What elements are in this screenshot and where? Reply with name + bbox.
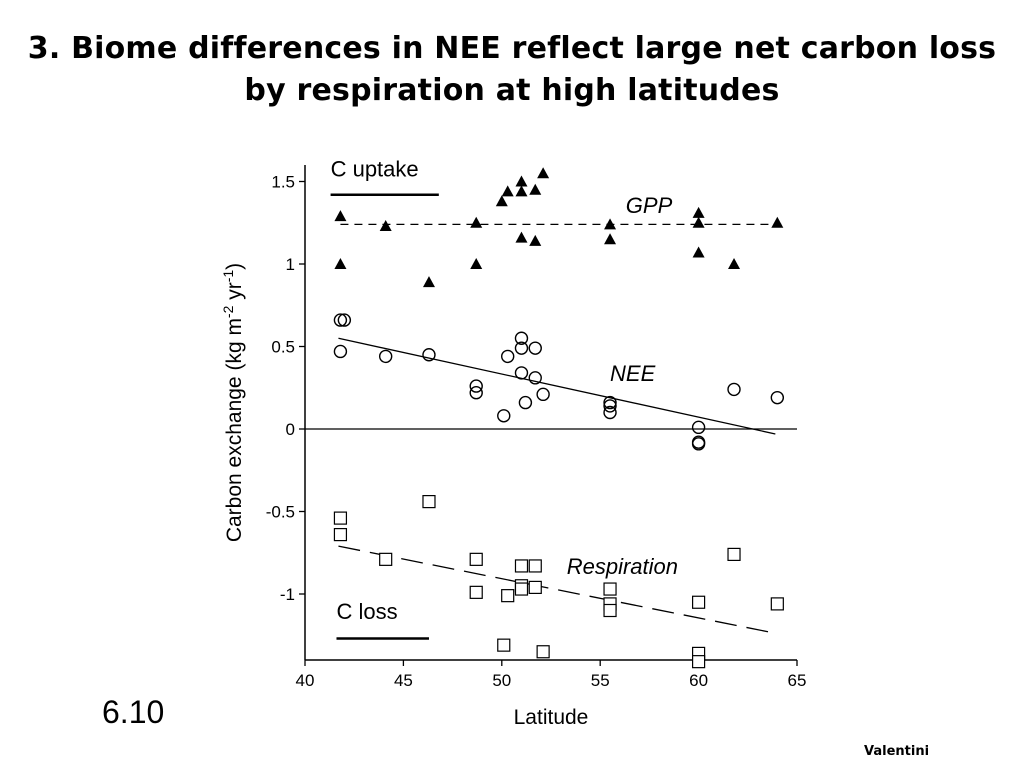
respiration-point — [469, 552, 483, 566]
nee-point — [501, 349, 515, 364]
nee-point — [497, 409, 511, 423]
nee-point — [603, 405, 617, 420]
y-tick-label: 1.5 — [271, 173, 295, 192]
gpp-point — [728, 258, 741, 269]
gpp-point — [771, 216, 784, 228]
respiration-point — [727, 547, 741, 562]
nee-point — [333, 313, 348, 327]
y-tick-label: -0.5 — [266, 503, 295, 522]
respiration-point — [501, 589, 515, 603]
respiration-point — [514, 582, 529, 596]
respiration-point — [333, 511, 348, 525]
gpp-point — [470, 216, 483, 228]
nee-point — [770, 390, 785, 405]
fit-line-nee — [338, 337, 776, 435]
respiration-point — [528, 580, 542, 595]
x-tick-label: 40 — [296, 671, 315, 690]
gpp-point — [515, 231, 528, 243]
nee-point — [514, 341, 529, 355]
respiration-point — [603, 582, 617, 596]
nee-point — [518, 395, 533, 410]
nee-point — [727, 382, 741, 397]
respiration-point — [691, 595, 706, 609]
annotation-c-uptake: C uptake — [331, 157, 419, 182]
series-label-nee: NEE — [610, 361, 656, 386]
y-axis-title-part: Carbon exchange (kg m — [223, 318, 246, 542]
nee-point — [603, 399, 617, 413]
y-axis-title-superscript: -2 — [220, 305, 236, 318]
series-label-respiration: Respiration — [567, 554, 678, 579]
y-axis-title-superscript: -1 — [220, 270, 236, 283]
y-axis-title-part: yr — [223, 282, 246, 305]
respiration-point — [536, 645, 550, 659]
respiration-point — [514, 559, 529, 573]
axes: -1 -0.5 0 0.5 1 1.5 40 45 50 55 60 65 Latitude Carbon… — [220, 165, 806, 729]
respiration-point — [333, 527, 348, 542]
nee-point — [337, 313, 352, 327]
figure-number: 6.10 — [102, 694, 165, 730]
gpp-point — [515, 175, 528, 187]
nee-point — [469, 386, 483, 400]
nee-point — [691, 437, 706, 451]
y-axis-title-part: ) — [223, 263, 246, 270]
gpp-point — [495, 195, 508, 207]
respiration-point — [770, 597, 784, 611]
respiration-point — [379, 552, 393, 566]
gpp-point — [334, 258, 347, 269]
gpp-point — [692, 246, 705, 258]
y-axis-title: Carbon exchange (kg m-2 yr-1) — [220, 263, 246, 542]
x-axis-title: Latitude — [514, 706, 589, 729]
y-tick-label: -1 — [280, 585, 295, 604]
x-tick-label: 55 — [591, 671, 610, 690]
fit-lines — [338, 223, 782, 635]
gpp-point — [529, 234, 542, 246]
x-tick-label: 50 — [492, 671, 511, 690]
respiration-point — [497, 638, 511, 652]
chart-labels: GPP NEE Respiration C uptake C loss — [330, 157, 678, 640]
y-tick-label: 0.5 — [271, 338, 295, 357]
gpp-point — [515, 185, 528, 197]
x-tick-label: 45 — [394, 671, 413, 690]
annotation-c-loss: C loss — [336, 599, 397, 624]
gpp-point — [334, 210, 347, 222]
respiration-point — [469, 585, 483, 599]
gpp-point — [537, 167, 550, 179]
nee-point — [469, 379, 483, 393]
gpp-point — [692, 216, 705, 228]
slide-title-line-2: by respiration at high latitudes — [244, 73, 780, 108]
fit-line-respiration — [338, 545, 778, 635]
respiration-point — [691, 655, 706, 669]
credit-label: Valentini — [864, 744, 930, 759]
nee-point — [691, 420, 706, 435]
respiration-point — [603, 603, 617, 618]
x-tick-label: 65 — [788, 671, 807, 690]
nee-point — [378, 349, 393, 364]
respiration-point — [528, 559, 542, 573]
y-tick-label: 1 — [286, 255, 295, 274]
gpp-point — [604, 218, 617, 230]
gpp-point — [529, 183, 542, 195]
nee-point — [536, 387, 550, 402]
gpp-point — [470, 258, 483, 269]
data-points — [333, 167, 785, 669]
nee-point — [422, 348, 436, 362]
x-tick-label: 60 — [689, 671, 708, 690]
series-label-gpp: GPP — [626, 193, 673, 218]
respiration-point — [422, 495, 436, 509]
nee-point — [514, 331, 529, 345]
gpp-point — [692, 206, 705, 218]
slide-title-line-1: 3. Biome differences in NEE reflect larg… — [27, 31, 997, 66]
nee-point — [603, 395, 617, 410]
gpp-point — [604, 233, 617, 245]
gpp-point — [501, 185, 514, 197]
nee-point — [514, 366, 529, 380]
nee-point — [528, 341, 542, 355]
nee-point — [333, 344, 348, 359]
y-tick-label: 0 — [286, 420, 295, 439]
gpp-point — [422, 276, 435, 288]
gpp-point — [379, 220, 392, 232]
nee-point — [528, 371, 542, 385]
slide-title: 3. Biome differences in NEE reflect larg… — [0, 28, 1024, 112]
